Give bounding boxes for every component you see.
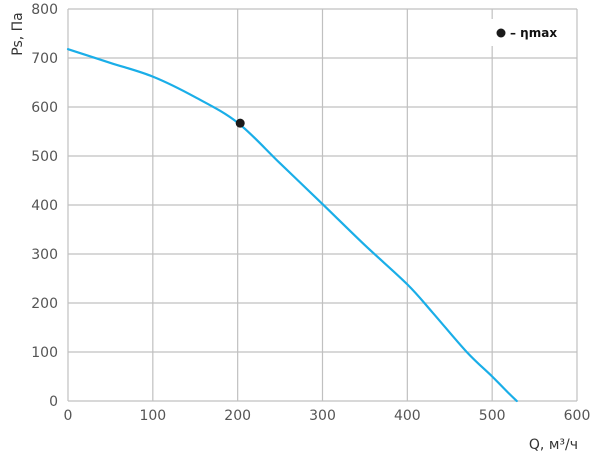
pressure-curve-line <box>66 48 518 403</box>
x-tick-label: 200 <box>224 408 251 424</box>
y-tick-label: 500 <box>31 149 58 165</box>
y-tick-label: 700 <box>31 51 58 67</box>
y-tick-label: 400 <box>31 198 58 214</box>
x-tick-label: 100 <box>139 408 166 424</box>
y-tick-label: 800 <box>31 2 58 18</box>
y-tick-label: 100 <box>31 345 58 361</box>
x-tick-label: 400 <box>394 408 421 424</box>
grid <box>67 8 578 402</box>
legend-marker-icon <box>496 28 506 38</box>
y-tick-label: 600 <box>31 100 58 116</box>
y-tick-label: 200 <box>31 296 58 312</box>
x-tick-label: 500 <box>479 408 506 424</box>
x-tick-label: 0 <box>64 408 73 424</box>
legend-label: – ηmax <box>510 26 557 40</box>
y-axis-title: Ps, Па <box>10 12 26 56</box>
eta-max-point <box>235 118 245 128</box>
point-layer <box>235 118 245 128</box>
legend: – ηmax <box>490 19 566 46</box>
y-tick-label: 300 <box>31 247 58 263</box>
x-tick-label: 300 <box>309 408 336 424</box>
x-axis-ticks: 0 100 200 300 400 500 600 <box>64 408 591 424</box>
y-tick-label: 0 <box>49 394 58 410</box>
x-axis-title: Q, м³/ч <box>529 437 578 453</box>
series-layer <box>66 48 518 403</box>
x-tick-label: 600 <box>564 408 591 424</box>
y-axis-ticks: 0 100 200 300 400 500 600 700 800 <box>31 2 58 410</box>
